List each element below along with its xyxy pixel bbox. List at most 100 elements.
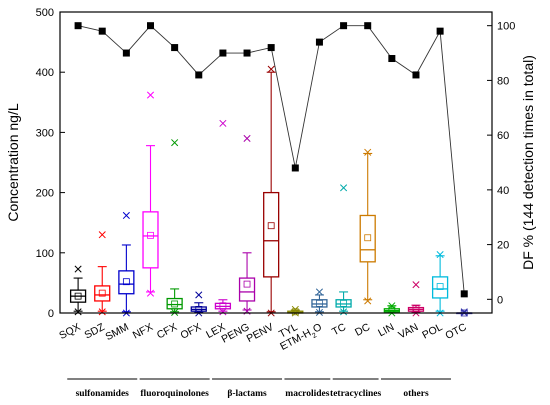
- category-label: NFX: [131, 321, 155, 341]
- box-mean-marker: [436, 283, 444, 290]
- box-mean-marker: [364, 234, 372, 242]
- group-labels: sulfonamides fluoroquinolones β-lactams mac…: [67, 378, 451, 399]
- plot-frame: [59, 11, 493, 314]
- min-marker: [74, 308, 82, 316]
- y-left-tick-label: 300: [36, 127, 54, 139]
- y-left-tick-label: 100: [36, 248, 54, 260]
- category-label: SDZ: [82, 321, 107, 342]
- df-point: [74, 22, 82, 30]
- min-marker: [171, 308, 179, 316]
- df-point: [340, 22, 348, 30]
- group-label: fluoroquinolones: [140, 389, 209, 399]
- box-iqr: [166, 297, 183, 310]
- y-axis-left-title: Concentration ng/L: [5, 103, 21, 222]
- box-tyl: [287, 305, 304, 317]
- box-mean-marker: [74, 292, 82, 300]
- category-label: DC: [353, 321, 372, 339]
- box-mean-marker: [412, 305, 420, 313]
- box-iqr: [359, 214, 376, 263]
- category-label: SQX: [57, 321, 82, 342]
- df-point: [171, 44, 179, 52]
- box-iqr: [94, 285, 111, 302]
- box-mean-marker: [219, 302, 227, 310]
- max-marker: [364, 148, 372, 156]
- min-marker: [315, 308, 323, 316]
- max-marker: [243, 134, 251, 142]
- max-marker: [436, 251, 444, 259]
- df-point: [315, 38, 323, 46]
- y-right-tick-label: 20: [497, 240, 509, 252]
- min-marker: [146, 289, 155, 297]
- max-marker: [98, 231, 106, 239]
- group-label: sulfonamides: [76, 389, 130, 399]
- max-marker: [315, 288, 323, 296]
- y-axis-right-title: DF % (144 detection times in total): [520, 55, 536, 270]
- df-point: [219, 49, 227, 57]
- category-label: OFX: [178, 321, 203, 342]
- df-point: [267, 44, 275, 52]
- category-label: OTC: [443, 321, 469, 342]
- df-point: [436, 27, 444, 35]
- box-van: [407, 281, 425, 317]
- box-sdz: [94, 231, 111, 316]
- max-marker: [460, 308, 468, 316]
- box-iqr: [118, 270, 135, 295]
- axes: 0 100 200 300 400 500 0 20 40 60 80 100: [36, 7, 516, 320]
- box-otc: [456, 308, 473, 317]
- df-point: [460, 290, 468, 298]
- box-ofx: [190, 291, 207, 317]
- box-lin: [383, 302, 400, 317]
- box-mean-marker: [316, 299, 323, 307]
- y-right-tick-label: 80: [497, 75, 509, 87]
- box-cfx: [166, 139, 183, 316]
- max-marker: [146, 91, 155, 99]
- box-iqr: [238, 277, 256, 302]
- max-marker: [412, 281, 420, 289]
- min-marker: [364, 297, 372, 305]
- box-mean-marker: [147, 231, 154, 239]
- min-marker: [98, 308, 106, 316]
- box-mean-marker: [340, 299, 347, 307]
- box-mean-marker: [98, 289, 106, 297]
- y-right-tick-label: 100: [497, 21, 515, 33]
- box-lex: [214, 119, 232, 316]
- category-label: TC: [330, 321, 348, 338]
- category-label: CFX: [155, 321, 179, 341]
- box-iqr: [142, 211, 159, 269]
- df-point: [243, 49, 251, 57]
- box-mean-marker: [267, 222, 275, 230]
- category-label: POL: [420, 321, 444, 342]
- df-point: [98, 27, 106, 35]
- df-point: [291, 164, 299, 172]
- box-sqx: [69, 265, 87, 316]
- category-label: VAN: [396, 321, 420, 341]
- y-right-tick-label: 60: [497, 130, 509, 142]
- box-iqr: [263, 191, 280, 278]
- box-mean-marker: [122, 278, 130, 286]
- box-smm: [118, 211, 135, 317]
- y-left-tick-label: 400: [36, 67, 54, 79]
- category-label: PENV: [245, 321, 276, 345]
- df-point: [412, 71, 420, 79]
- y-left-tick-label: 500: [36, 7, 54, 19]
- df-point: [195, 71, 203, 79]
- min-marker: [340, 308, 348, 316]
- max-marker: [267, 65, 275, 73]
- box-iqr: [431, 276, 449, 299]
- box-peng: [238, 134, 256, 315]
- y-left-tick-label: 200: [36, 188, 54, 200]
- group-label: others: [403, 389, 429, 399]
- df-point: [122, 49, 130, 57]
- min-marker: [219, 308, 227, 316]
- max-marker: [219, 119, 227, 127]
- max-marker: [122, 211, 130, 220]
- df-point: [364, 22, 372, 30]
- max-marker: [340, 184, 348, 192]
- max-marker: [388, 302, 396, 310]
- group-label: macrolides: [285, 389, 329, 399]
- category-label: SMM: [104, 321, 131, 343]
- box-tc: [335, 184, 352, 316]
- group-label: tetracyclines: [330, 389, 381, 399]
